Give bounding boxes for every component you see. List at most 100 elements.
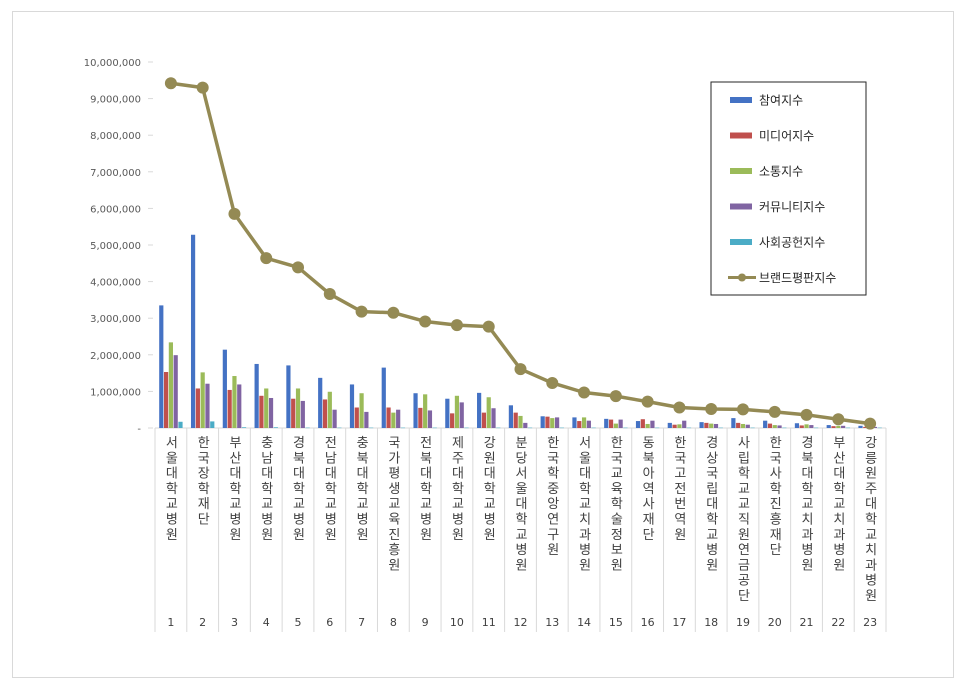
- bar-소통지수-20: [772, 425, 777, 428]
- rank-label: 15: [609, 616, 623, 629]
- bar-소통지수-8: [391, 412, 396, 428]
- bar-커뮤니티지수-3: [237, 384, 242, 428]
- legend-swatch: [730, 132, 752, 139]
- legend-label: 브랜드평판지수: [759, 271, 836, 285]
- bar-참여지수-7: [349, 384, 355, 428]
- point-브랜드평판지수-19: [736, 403, 749, 416]
- rank-label: 10: [450, 616, 464, 629]
- axis-layer: - 1,000,000 2,000,000 3,000,000 4,000,000 5,0…: [84, 58, 887, 632]
- y-tick-label: 6,000,000: [90, 204, 141, 215]
- bar-참여지수-14: [572, 417, 577, 428]
- point-브랜드평판지수-3: [228, 207, 241, 220]
- bar-커뮤니티지수-18: [713, 423, 719, 428]
- y-tick-label: 10,000,000: [84, 58, 141, 69]
- bar-미디어지수-14: [577, 421, 582, 428]
- point-브랜드평판지수-7: [355, 305, 368, 318]
- point-브랜드평판지수-13: [546, 376, 559, 389]
- bar-사회공헌지수-6: [337, 427, 342, 429]
- bar-커뮤니티지수-1: [173, 355, 178, 428]
- bar-사회공헌지수-20: [782, 427, 787, 429]
- legend-swatch: [730, 97, 752, 103]
- bar-미디어지수-7: [354, 407, 359, 428]
- bar-소통지수-16: [645, 423, 650, 428]
- bar-사회공헌지수-2: [210, 421, 215, 428]
- bar-참여지수-18: [699, 422, 704, 428]
- bar-참여지수-13: [540, 416, 545, 428]
- bar-미디어지수-2: [195, 388, 200, 428]
- bar-커뮤니티지수-2: [205, 383, 210, 428]
- bar-소통지수-22: [836, 425, 841, 428]
- point-브랜드평판지수-18: [705, 402, 718, 415]
- bar-소통지수-10: [454, 395, 460, 428]
- bar-커뮤니티지수-5: [300, 400, 305, 428]
- point-브랜드평판지수-14: [578, 386, 591, 399]
- point-브랜드평판지수-11: [482, 320, 495, 333]
- point-브랜드평판지수-23: [864, 417, 877, 430]
- point-브랜드평판지수-9: [419, 315, 432, 328]
- bar-참여지수-19: [731, 418, 736, 428]
- bar-참여지수-17: [667, 422, 672, 428]
- bar-참여지수-6: [318, 377, 323, 428]
- point-브랜드평판지수-10: [450, 319, 463, 332]
- bar-사회공헌지수-19: [750, 427, 755, 429]
- bar-커뮤니티지수-14: [586, 420, 591, 428]
- bar-참여지수-5: [286, 365, 291, 428]
- bar-사회공헌지수-7: [369, 427, 374, 429]
- bar-참여지수-15: [604, 418, 609, 428]
- point-브랜드평판지수-2: [196, 81, 209, 94]
- bar-소통지수-12: [518, 415, 523, 428]
- bar-사회공헌지수-23: [877, 427, 882, 429]
- bar-참여지수-1: [159, 305, 164, 428]
- y-tick-label: 1,000,000: [90, 387, 141, 398]
- bar-미디어지수-1: [163, 372, 169, 428]
- bar-미디어지수-3: [227, 389, 232, 428]
- bar-커뮤니티지수-22: [841, 425, 846, 428]
- bar-커뮤니티지수-8: [396, 409, 401, 428]
- bar-사회공헌지수-5: [305, 427, 310, 429]
- point-브랜드평판지수-22: [832, 413, 845, 426]
- bar-사회공헌지수-11: [496, 427, 501, 429]
- bar-참여지수-20: [763, 420, 768, 428]
- bar-사회공헌지수-17: [686, 427, 692, 429]
- bar-소통지수-11: [486, 397, 491, 428]
- legend-label: 사회공헌지수: [759, 236, 825, 250]
- bar-커뮤니티지수-23: [872, 426, 878, 428]
- bar-커뮤니티지수-9: [427, 410, 433, 428]
- rank-label: 1: [167, 616, 174, 629]
- legend-marker: [738, 273, 746, 282]
- bar-커뮤니티지수-19: [745, 424, 750, 428]
- rank-label: 5: [295, 616, 302, 629]
- bar-사회공헌지수-12: [528, 427, 533, 429]
- legend-label: 커뮤니티지수: [759, 200, 825, 214]
- rank-label: 12: [514, 616, 528, 629]
- bar-사회공헌지수-18: [718, 427, 723, 429]
- y-tick-label: 3,000,000: [90, 314, 141, 325]
- bar-미디어지수-12: [513, 412, 518, 428]
- bar-소통지수-7: [359, 393, 364, 428]
- bar-참여지수-2: [190, 234, 196, 428]
- y-tick-label: 4,000,000: [90, 278, 141, 289]
- bar-사회공헌지수-14: [591, 427, 596, 429]
- bar-미디어지수-6: [322, 399, 328, 428]
- bar-커뮤니티지수-17: [682, 420, 687, 428]
- bar-미디어지수-22: [831, 426, 836, 428]
- point-브랜드평판지수-4: [260, 252, 273, 265]
- bar-미디어지수-5: [291, 398, 296, 428]
- bar-사회공헌지수-13: [559, 427, 564, 429]
- bar-미디어지수-19: [736, 422, 741, 428]
- bar-미디어지수-23: [863, 426, 868, 428]
